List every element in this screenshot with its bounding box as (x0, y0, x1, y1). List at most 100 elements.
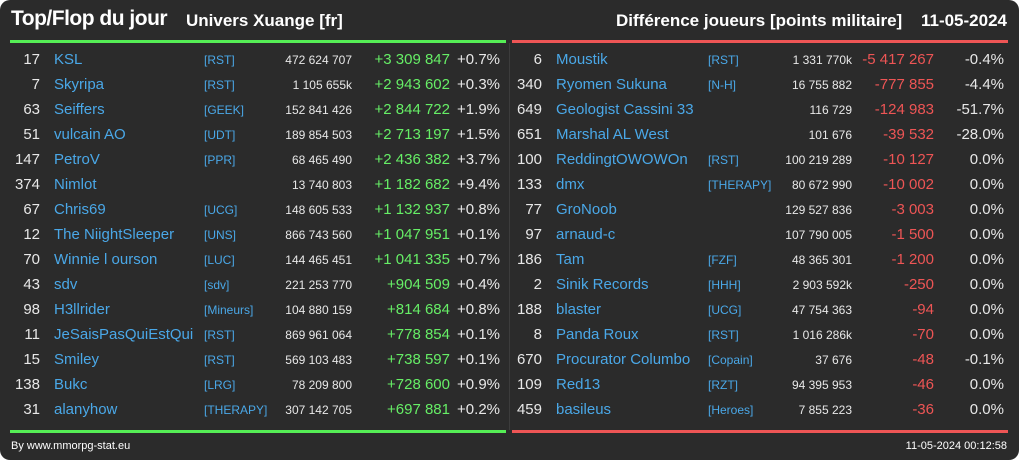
points-difference: -39 532 (883, 126, 934, 143)
player-name-link[interactable]: The NiightSleeper (54, 226, 175, 243)
player-name-link[interactable]: arnaud-c (556, 226, 616, 243)
player-name-link[interactable]: Skyripa (54, 76, 105, 93)
flop-row: 649 Geologist Cassini 33 116 729 -124 983 -5… (512, 98, 1008, 123)
alliance-tag-link[interactable]: [Heroes] (708, 403, 754, 417)
percent-change: +1.9% (457, 101, 500, 118)
percent-change: +0.1% (457, 351, 500, 368)
player-name-link[interactable]: Moustik (556, 51, 608, 68)
player-name-link[interactable]: vulcain AO (54, 126, 126, 143)
top-row: 7 Skyripa [RST] 1 105 655k +2 943 602 +0.3% (10, 73, 506, 98)
alliance-tag-link[interactable]: [GEEK] (204, 103, 245, 117)
player-name-link[interactable]: alanyhow (54, 401, 118, 418)
alliance-tag-link[interactable]: [FZF] (708, 253, 737, 267)
player-rank: 6 (533, 51, 542, 68)
player-points: 94 395 953 (791, 378, 852, 392)
player-name-link[interactable]: Bukc (54, 376, 88, 393)
player-name-link[interactable]: Geologist Cassini 33 (556, 101, 694, 118)
points-difference: -124 983 (874, 101, 934, 118)
alliance-tag-link[interactable]: [sdv] (204, 278, 230, 292)
player-name-link[interactable]: Red13 (556, 376, 601, 393)
top-accent-bar (10, 40, 506, 43)
player-name-link[interactable]: ReddingtOWOWOn (556, 151, 688, 168)
points-difference: -36 (912, 401, 934, 418)
player-rank: 340 (516, 76, 542, 93)
player-points: 148 605 533 (285, 203, 352, 217)
alliance-tag-link[interactable]: [RST] (204, 328, 235, 342)
top-row: 12 The NiightSleeper [UNS] 866 743 560 +1 04… (10, 223, 506, 248)
player-name-link[interactable]: Chris69 (54, 201, 106, 218)
player-name-link[interactable]: Tam (556, 251, 585, 268)
alliance-tag-link[interactable]: [RST] (708, 328, 739, 342)
player-points: 107 790 005 (785, 228, 852, 242)
player-name-link[interactable]: Seiffers (54, 101, 105, 118)
player-points: 101 676 (808, 128, 852, 142)
player-name-link[interactable]: Procurator Columbo (556, 351, 691, 368)
alliance-tag-link[interactable]: [PPR] (204, 153, 236, 167)
player-name-link[interactable]: Ryomen Sukuna (556, 76, 667, 93)
player-points: 1 105 655k (292, 78, 352, 92)
percent-change: +0.9% (457, 376, 500, 393)
player-rank: 7 (31, 76, 40, 93)
alliance-tag-link[interactable]: [HHH] (708, 278, 741, 292)
alliance-tag-link[interactable]: [RST] (204, 53, 235, 67)
player-name-link[interactable]: sdv (54, 276, 78, 293)
player-name-link[interactable]: Smiley (54, 351, 100, 368)
alliance-tag-link[interactable]: [RST] (204, 353, 235, 367)
percent-change: +3.7% (457, 151, 500, 168)
player-name-link[interactable]: Marshal AL West (556, 126, 669, 143)
player-points: 116 729 (809, 103, 853, 117)
alliance-tag-link[interactable]: [Copain] (708, 353, 753, 367)
player-name-link[interactable]: H3llrider (54, 301, 110, 318)
alliance-tag-link[interactable]: [RZT] (708, 378, 738, 392)
player-points: 37 676 (815, 353, 852, 367)
alliance-tag-link[interactable]: [UDT] (204, 128, 236, 142)
top-row: 15 Smiley [RST] 569 103 483 +738 597 +0.1% (10, 348, 506, 373)
alliance-tag-link[interactable]: [RST] (708, 53, 739, 67)
top-row: 147 PetroV [PPR] 68 465 490 +2 436 382 +3.7% (10, 148, 506, 173)
percent-change: -4.4% (964, 76, 1004, 93)
player-name-link[interactable]: KSL (54, 51, 83, 68)
points-difference: +697 881 (387, 401, 450, 418)
player-name-link[interactable]: Winnie l ourson (54, 251, 158, 268)
points-difference: -10 002 (883, 176, 934, 193)
player-rank: 63 (23, 101, 40, 118)
alliance-tag-link[interactable]: [UCG] (708, 303, 742, 317)
top-row: 43 sdv [sdv] 221 253 770 +904 509 +0.4% (10, 273, 506, 298)
alliance-tag-link[interactable]: [LRG] (204, 378, 236, 392)
flop-row: 109 Red13 [RZT] 94 395 953 -46 0.0% (512, 373, 1008, 398)
points-difference: -1 500 (891, 226, 934, 243)
player-name-link[interactable]: basileus (556, 401, 612, 418)
player-name-link[interactable]: PetroV (54, 151, 100, 168)
date-label: 11-05-2024 (920, 11, 1007, 30)
top-list: 17 KSL [RST] 472 624 707 +3 309 847 +0.7% 7 Sky… (10, 48, 506, 423)
footer-credit: By www.mmorpg-stat.eu (11, 440, 131, 452)
alliance-tag-link[interactable]: [THERAPY] (708, 178, 772, 192)
univers-label: Univers Xuange [fr] (186, 11, 343, 30)
alliance-tag-link[interactable]: [LUC] (204, 253, 235, 267)
player-rank: 15 (23, 351, 40, 368)
player-name-link[interactable]: dmx (556, 176, 585, 193)
alliance-tag-link[interactable]: [UNS] (204, 228, 237, 242)
player-name-link[interactable]: Nimlot (54, 176, 97, 193)
player-rank: 11 (24, 326, 40, 343)
alliance-tag-link[interactable]: [Mineurs] (204, 303, 254, 317)
player-name-link[interactable]: JeSaisPasQuiEstQui (54, 326, 194, 343)
player-rank: 109 (516, 376, 542, 393)
player-name-link[interactable]: Sinik Records (556, 276, 649, 293)
player-rank: 70 (23, 251, 40, 268)
points-difference: -70 (912, 326, 934, 343)
alliance-tag-link[interactable]: [RST] (708, 153, 739, 167)
points-difference: -46 (912, 376, 934, 393)
alliance-tag-link[interactable]: [UCG] (204, 203, 238, 217)
player-name-link[interactable]: GroNoob (556, 201, 617, 218)
player-rank: 77 (525, 201, 542, 218)
alliance-tag-link[interactable]: [RST] (204, 78, 235, 92)
points-difference: +1 047 951 (374, 226, 451, 243)
percent-change: +0.7% (457, 51, 500, 68)
alliance-tag-link[interactable]: [N-H] (708, 78, 736, 92)
percent-change: -0.4% (964, 51, 1004, 68)
player-points: 869 961 064 (285, 328, 352, 342)
player-name-link[interactable]: Panda Roux (556, 326, 639, 343)
alliance-tag-link[interactable]: [THERAPY] (204, 403, 268, 417)
player-name-link[interactable]: blaster (556, 301, 602, 318)
